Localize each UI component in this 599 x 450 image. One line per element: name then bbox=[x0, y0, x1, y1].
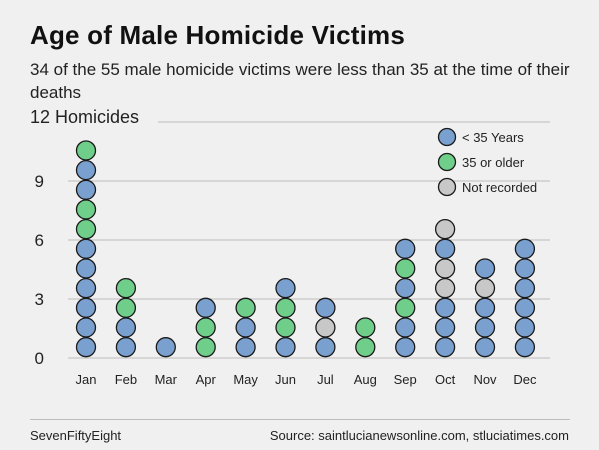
dot-over35 bbox=[395, 258, 416, 279]
x-tick-label: Mar bbox=[155, 372, 178, 387]
dot-under35 bbox=[514, 297, 536, 318]
dot-over35 bbox=[115, 278, 137, 299]
dot-under35 bbox=[75, 297, 97, 318]
dot-not_recorded bbox=[315, 317, 336, 338]
dot-under35 bbox=[514, 258, 536, 279]
dot-over35 bbox=[355, 317, 376, 338]
dot-over35 bbox=[115, 297, 137, 318]
dot-over35 bbox=[395, 297, 416, 318]
dot-over35 bbox=[75, 218, 97, 240]
x-tick-label: Jan bbox=[76, 372, 97, 387]
y-tick-label: 0 bbox=[35, 349, 44, 368]
dot-over35 bbox=[195, 317, 216, 338]
dot-not_recorded bbox=[474, 278, 496, 299]
dot-under35 bbox=[514, 238, 536, 259]
dot-under35 bbox=[434, 238, 456, 259]
x-tick-label: Aug bbox=[354, 372, 377, 387]
y-axis-top-label: 12 Homicides bbox=[30, 107, 140, 127]
dot-under35 bbox=[275, 278, 296, 299]
legend-swatch-under35 bbox=[437, 127, 457, 147]
dot-under35 bbox=[474, 258, 496, 279]
dot-under35 bbox=[434, 297, 456, 318]
dot-not_recorded bbox=[434, 258, 456, 279]
dot-under35 bbox=[275, 337, 296, 358]
x-tick-label: Nov bbox=[473, 372, 497, 387]
dot-under35 bbox=[235, 337, 256, 358]
dot-over35 bbox=[75, 199, 97, 220]
dot-under35 bbox=[155, 337, 176, 358]
x-tick-label: Dec bbox=[513, 372, 537, 387]
legend-label: < 35 Years bbox=[462, 130, 524, 145]
x-tick-label: Sep bbox=[394, 372, 417, 387]
dot-under35 bbox=[514, 317, 536, 338]
dot-under35 bbox=[514, 278, 536, 299]
dot-over35 bbox=[75, 140, 97, 161]
dot-over35 bbox=[355, 337, 376, 358]
dot-under35 bbox=[474, 297, 496, 318]
x-tick-label: Feb bbox=[115, 372, 137, 387]
dot-under35 bbox=[75, 258, 97, 279]
dot-under35 bbox=[434, 337, 456, 358]
legend-swatch-not_recorded bbox=[437, 177, 457, 197]
dot-over35 bbox=[195, 337, 216, 358]
x-tick-label: May bbox=[233, 372, 258, 387]
chart-subtitle: 34 of the 55 male homicide victims were … bbox=[30, 60, 570, 102]
footer-credit: SevenFiftyEight bbox=[30, 428, 122, 443]
dot-under35 bbox=[115, 317, 137, 338]
footer-divider bbox=[30, 419, 570, 420]
dot-under35 bbox=[75, 179, 97, 200]
dot-under35 bbox=[395, 317, 416, 338]
x-tick-label: Jul bbox=[317, 372, 334, 387]
dot-under35 bbox=[395, 238, 416, 259]
dot-under35 bbox=[75, 238, 97, 259]
y-tick-label: 9 bbox=[35, 172, 44, 191]
dot-under35 bbox=[315, 297, 336, 318]
dot-under35 bbox=[235, 317, 256, 338]
legend-swatch-over35 bbox=[437, 152, 457, 172]
y-tick-label: 3 bbox=[35, 290, 44, 309]
dot-under35 bbox=[75, 278, 97, 299]
dot-under35 bbox=[514, 337, 536, 358]
x-tick-label: Jun bbox=[275, 372, 296, 387]
dot-under35 bbox=[434, 317, 456, 338]
dot-not_recorded bbox=[434, 218, 456, 240]
dot-over35 bbox=[275, 297, 296, 318]
dot-under35 bbox=[75, 159, 97, 181]
dot-under35 bbox=[395, 278, 416, 299]
dot-not_recorded bbox=[434, 278, 456, 299]
x-tick-label: Apr bbox=[196, 372, 217, 387]
dot-over35 bbox=[275, 317, 296, 338]
dot-under35 bbox=[474, 317, 496, 338]
dot-under35 bbox=[75, 337, 97, 358]
chart-title: Age of Male Homicide Victims bbox=[30, 20, 405, 50]
dot-under35 bbox=[474, 337, 496, 358]
legend-label: 35 or older bbox=[462, 155, 525, 170]
dot-under35 bbox=[195, 297, 216, 318]
footer-source: Source: saintlucianewsonline.com, stluci… bbox=[269, 428, 569, 443]
x-tick-label: Oct bbox=[435, 372, 456, 387]
dot-under35 bbox=[115, 337, 137, 358]
y-tick-label: 6 bbox=[35, 231, 44, 250]
dot-under35 bbox=[395, 337, 416, 358]
dot-under35 bbox=[315, 337, 336, 358]
dot-under35 bbox=[75, 317, 97, 338]
dot-over35 bbox=[235, 297, 256, 318]
legend-label: Not recorded bbox=[462, 180, 537, 195]
